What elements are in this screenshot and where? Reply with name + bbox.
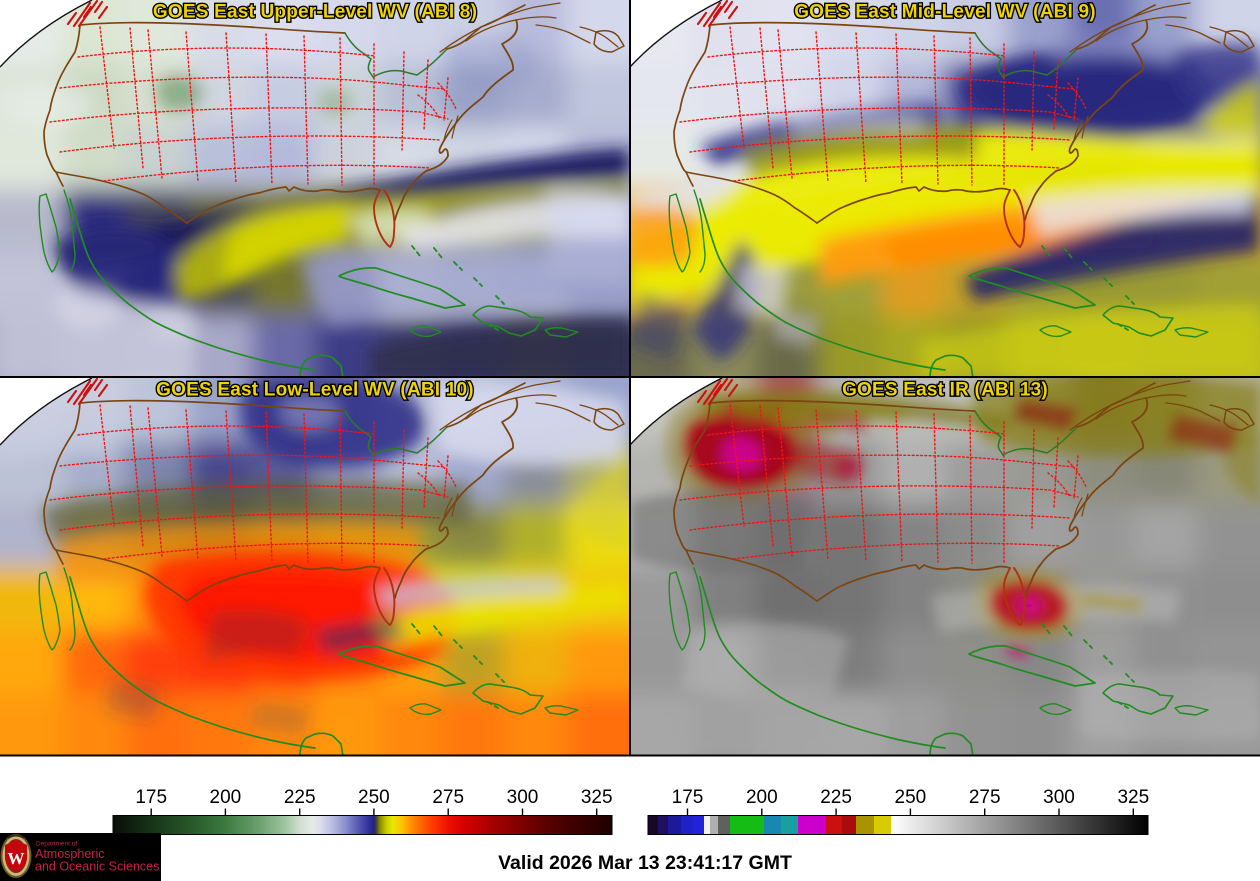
svg-text:Department of: Department of (36, 841, 77, 848)
svg-text:GOES East Low-Level WV (ABI 10: GOES East Low-Level WV (ABI 10) (156, 380, 474, 401)
svg-text:275: 275 (432, 787, 464, 808)
svg-text:200: 200 (210, 787, 242, 808)
svg-text:325: 325 (1117, 787, 1149, 808)
svg-text:300: 300 (507, 787, 539, 808)
svg-text:GOES East IR (ABI 13): GOES East IR (ABI 13) (842, 380, 1048, 401)
svg-text:225: 225 (820, 787, 852, 808)
svg-text:175: 175 (135, 787, 167, 808)
svg-text:175: 175 (672, 787, 704, 808)
svg-text:W: W (8, 849, 25, 868)
svg-text:GOES East Upper-Level WV (ABI: GOES East Upper-Level WV (ABI 8) (153, 2, 477, 23)
svg-text:300: 300 (1043, 787, 1075, 808)
svg-text:Valid 2026 Mar 13 23:41:17 GMT: Valid 2026 Mar 13 23:41:17 GMT (498, 852, 792, 874)
svg-text:250: 250 (895, 787, 927, 808)
svg-text:GOES East Mid-Level WV (ABI 9): GOES East Mid-Level WV (ABI 9) (794, 2, 1096, 23)
svg-text:275: 275 (969, 787, 1001, 808)
svg-text:and Oceanic Sciences: and Oceanic Sciences (35, 860, 159, 874)
svg-text:200: 200 (746, 787, 778, 808)
svg-text:325: 325 (581, 787, 613, 808)
svg-text:225: 225 (284, 787, 316, 808)
svg-text:250: 250 (358, 787, 390, 808)
svg-text:Atmospheric: Atmospheric (35, 847, 104, 861)
